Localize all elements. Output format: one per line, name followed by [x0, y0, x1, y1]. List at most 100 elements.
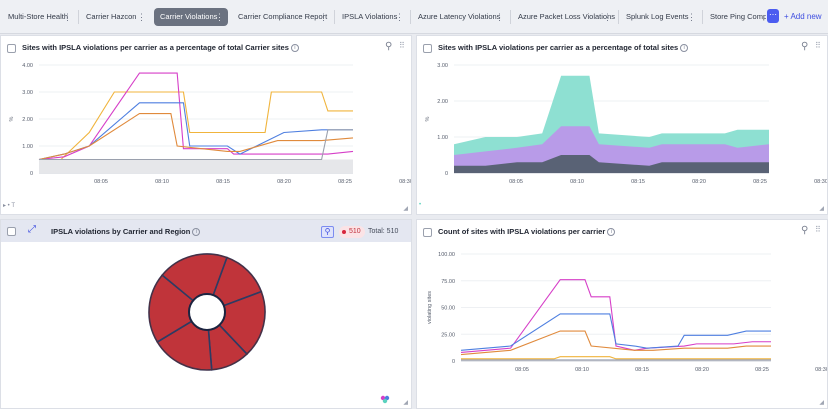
- add-new-tab-button[interactable]: + Add new: [784, 12, 822, 21]
- line-series-blue: [38, 102, 353, 161]
- x-tick-label: 08:20: [695, 367, 709, 373]
- x-tick-label: 08:30: [814, 179, 828, 185]
- x-tick-label: 08:05: [515, 367, 529, 373]
- tab-azure-packet-loss-violations[interactable]: Azure Packet Loss Violations ⋮: [512, 8, 616, 26]
- y-tick-label: 2.00: [22, 117, 33, 123]
- tab-carrier-violations[interactable]: Carrier Violations ⋮: [154, 8, 228, 26]
- line-series-magenta: [38, 72, 354, 161]
- x-tick-label: 08:05: [94, 179, 108, 185]
- violation-count-badge[interactable]: 510: [339, 226, 365, 238]
- y-tick-label: 0: [30, 171, 33, 177]
- tab-menu-icon[interactable]: ⋮: [495, 12, 504, 22]
- baseline-band: [39, 159, 353, 173]
- panel-site-count-chart: Count of sites with IPSLA violations per…: [416, 219, 828, 409]
- y-tick-label: 1.00: [22, 144, 33, 150]
- tab-carrier-hazcon[interactable]: Carrier Hazcon ⋮: [80, 8, 150, 26]
- more-tabs-button[interactable]: ⋯: [767, 9, 779, 23]
- tab-ipsla-violations[interactable]: IPSLA Violations ⋮: [336, 8, 408, 26]
- y-axis-label: violating sites: [427, 291, 433, 324]
- panel-by-region-chart: ⤢ IPSLA violations by Carrier and Region…: [0, 219, 412, 409]
- line-series-yellow: [461, 356, 771, 360]
- line-series-magenta: [460, 279, 771, 353]
- panel-select-checkbox[interactable]: [7, 227, 16, 236]
- y-tick-label: 25.00: [441, 332, 455, 338]
- drag-handle-icon[interactable]: ⠿: [815, 225, 821, 234]
- search-icon[interactable]: ⚲: [385, 41, 393, 52]
- info-icon[interactable]: i: [192, 228, 201, 237]
- y-tick-label: 3.00: [437, 63, 448, 69]
- search-button[interactable]: ⚲: [321, 226, 334, 238]
- x-tick-label: 08:25: [338, 179, 352, 185]
- x-tick-label: 08:05: [509, 179, 523, 185]
- resize-handle-icon[interactable]: ◢: [403, 400, 408, 406]
- tab-store-ping-compliance[interactable]: Store Ping Complian: [710, 12, 766, 21]
- y-axis-label: %: [425, 116, 431, 121]
- x-tick-label: 08:10: [155, 179, 169, 185]
- line-series-orange: [460, 330, 771, 356]
- resize-handle-icon[interactable]: ◢: [819, 400, 824, 406]
- search-icon[interactable]: ⚲: [801, 41, 809, 52]
- tab-splunk-log-events[interactable]: Splunk Log Events ⋮: [620, 8, 700, 26]
- tab-menu-icon[interactable]: ⋮: [319, 12, 328, 22]
- y-tick-label: 75.00: [441, 279, 455, 285]
- panel-title: Count of sites with IPSLA violations per…: [438, 227, 616, 237]
- x-tick-label: 08:25: [753, 179, 767, 185]
- info-icon[interactable]: i: [607, 228, 616, 237]
- x-tick-label: 08:30: [399, 179, 412, 185]
- resize-handle-icon[interactable]: ◢: [819, 206, 824, 212]
- tab-menu-icon[interactable]: ⋮: [687, 12, 696, 22]
- info-icon[interactable]: i: [290, 44, 299, 53]
- line-series-orange: [38, 113, 354, 161]
- panel-header: [1, 220, 411, 242]
- y-tick-label: 1.00: [437, 135, 448, 141]
- x-tick-label: 08:30: [815, 367, 828, 373]
- tab-menu-icon[interactable]: ⋮: [137, 12, 146, 22]
- donut-hole: [188, 293, 226, 331]
- y-tick-label: 0: [445, 171, 448, 177]
- y-tick-label: 3.00: [22, 90, 33, 96]
- line-series-grey: [39, 129, 353, 161]
- x-tick-label: 08:10: [570, 179, 584, 185]
- x-tick-label: 08:20: [277, 179, 291, 185]
- line-chart-site-count: 100.00 75.00 50.00 25.00 0 violating sites 08:…: [427, 252, 828, 373]
- search-icon[interactable]: ⚲: [801, 225, 809, 236]
- x-tick-label: 08:10: [575, 367, 589, 373]
- tab-carrier-compliance-report[interactable]: Carrier Compliance Report ⋮: [232, 8, 332, 26]
- area-chart-total-pct: 3.00 2.00 1.00 0% 08:05 08:10 08:15 08:20 08:25 0…: [425, 63, 828, 185]
- drag-handle-icon[interactable]: ⠿: [399, 41, 405, 50]
- panel-total-pct-chart: Sites with IPSLA violations per carrier …: [416, 35, 828, 215]
- panel-select-checkbox[interactable]: [423, 44, 432, 53]
- tab-azure-latency-violations[interactable]: Azure Latency Violations ⋮: [412, 8, 508, 26]
- y-tick-label: 2.00: [437, 99, 448, 105]
- panel-select-checkbox[interactable]: [423, 228, 432, 237]
- color-palette-icon[interactable]: [380, 391, 390, 404]
- area-series-slate: [454, 155, 769, 173]
- tab-multi-store-health[interactable]: Multi-Store Health ⋮: [2, 8, 76, 26]
- y-axis-label: %: [9, 116, 15, 121]
- resize-handle-icon[interactable]: ◢: [403, 206, 408, 212]
- panel-select-checkbox[interactable]: [7, 44, 16, 53]
- tab-menu-icon[interactable]: ⋮: [603, 12, 612, 22]
- dashboard-tab-bar: Multi-Store Health ⋮ Carrier Hazcon ⋮ Carr…: [0, 0, 828, 34]
- donut-chart-by-region: [148, 253, 266, 371]
- tab-menu-icon[interactable]: ⋮: [63, 12, 72, 22]
- line-chart-carrier-pct: 4.00 3.00 2.00 1.00 0% 08:05 08:10 08:15 08:20 08…: [9, 63, 412, 185]
- expand-icon[interactable]: ⤢: [28, 224, 36, 235]
- x-tick-label: 08:15: [635, 367, 649, 373]
- y-tick-label: 4.00: [22, 63, 33, 69]
- panel-title: Sites with IPSLA violations per carrier …: [22, 43, 299, 53]
- panel-carrier-pct-chart: Sites with IPSLA violations per carrier …: [0, 35, 412, 215]
- x-tick-label: 08:15: [631, 179, 645, 185]
- total-count: Total: 510: [368, 228, 399, 235]
- y-tick-label: 50.00: [441, 306, 455, 312]
- panel-title: IPSLA violations by Carrier and Region i: [51, 227, 201, 237]
- tab-menu-icon[interactable]: ⋮: [395, 12, 404, 22]
- donut-outline: [148, 253, 266, 371]
- chart-legend: •: [419, 202, 422, 208]
- y-tick-label: 100.00: [438, 252, 455, 258]
- area-series-purple: [454, 126, 769, 173]
- tab-menu-icon[interactable]: ⋮: [215, 12, 224, 22]
- line-series-yellow: [39, 91, 353, 161]
- info-icon[interactable]: i: [680, 44, 689, 53]
- drag-handle-icon[interactable]: ⠿: [815, 41, 821, 50]
